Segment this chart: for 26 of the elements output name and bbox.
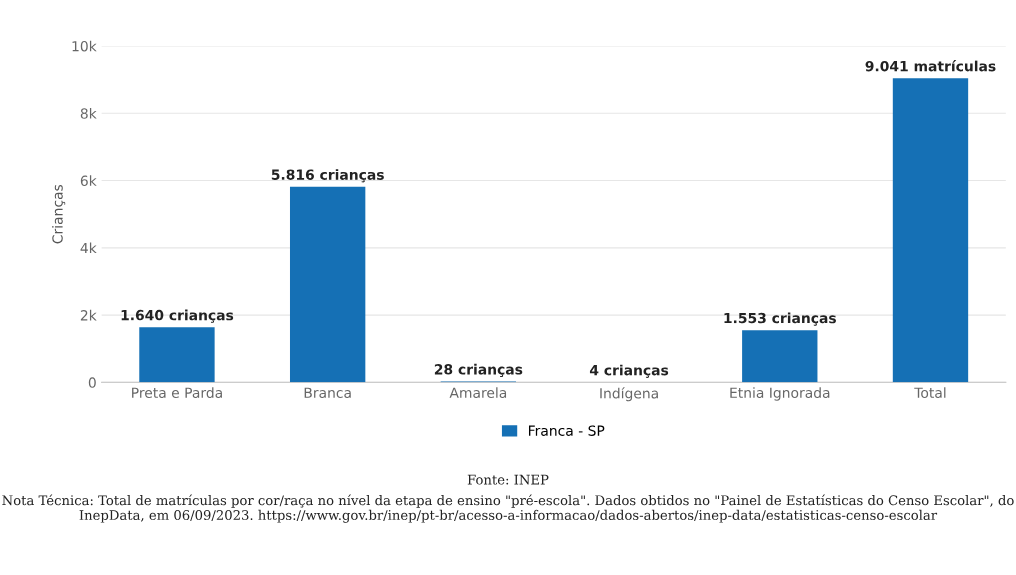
data-label: 1.640 crianças bbox=[121, 309, 234, 323]
x-tick-label: Etnia Ignorada bbox=[730, 387, 830, 401]
y-tick-label: 0 bbox=[88, 377, 96, 388]
x-tick-label: Amarela bbox=[449, 387, 507, 398]
bar bbox=[742, 330, 818, 383]
x-tick-label: Preta e Parda bbox=[132, 387, 222, 398]
data-label: 9.041 matrículas bbox=[865, 60, 996, 72]
y-tick-label: 6k bbox=[80, 175, 97, 187]
bar bbox=[139, 327, 215, 383]
text: Nota Técnica: Total de matrículas por cor/raça no nível da etapa de ensino "pré-escola". Dados obtidos no "Painel de Estatísticas do Censo Escolar", do InepData, em 06/09/2023. https://www.gov.br/inep/pt-br/acesso-a-informacao/dados-abertos/inep-data/estatisticas-censo-escolar bbox=[2, 494, 1014, 523]
data-label: 4 crianças bbox=[589, 364, 669, 378]
y-axis-title: Crianças bbox=[52, 184, 66, 244]
data-label: 1.553 crianças bbox=[724, 312, 836, 326]
x-tick-label: Total bbox=[914, 387, 946, 398]
x-tick-label: Indígena bbox=[600, 387, 658, 402]
bar bbox=[289, 186, 366, 383]
y-tick-label: 10k bbox=[72, 40, 97, 52]
source-note: Fonte: INEP bbox=[467, 474, 549, 485]
bar bbox=[892, 78, 969, 383]
y-tick-label: 4k bbox=[80, 242, 97, 254]
x-tick-label: Branca bbox=[304, 387, 351, 398]
data-label: 28 crianças bbox=[434, 363, 523, 378]
data-label: 5.816 crianças bbox=[271, 169, 384, 183]
y-tick-label: 8k bbox=[80, 108, 97, 119]
y-tick-label: 2k bbox=[80, 309, 97, 321]
legend-label: Franca - SP bbox=[528, 425, 605, 436]
